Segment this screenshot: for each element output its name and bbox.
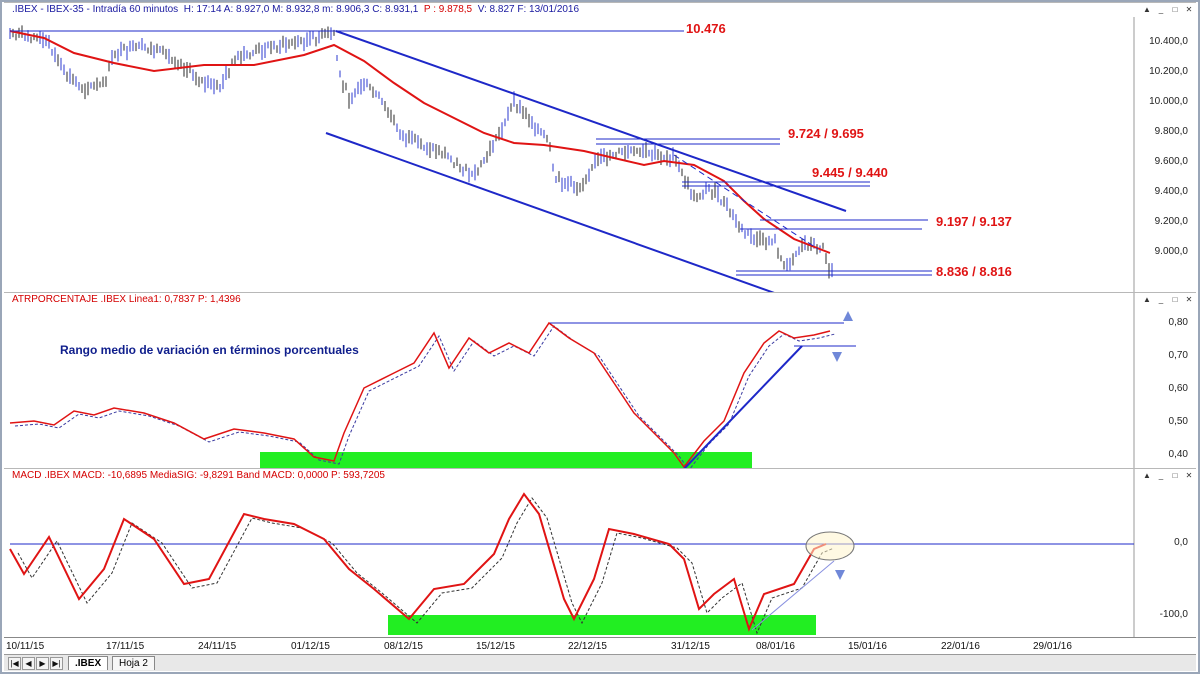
date-tick: 22/12/15 bbox=[568, 641, 607, 652]
price-y-label: 9.000,0 bbox=[1154, 246, 1188, 257]
panel-menu-icon[interactable]: ▲ bbox=[1143, 471, 1151, 480]
macd-low-zone-highlight bbox=[388, 615, 816, 635]
atr-annotation: Rango medio de variación en términos por… bbox=[60, 343, 359, 357]
date-tick: 01/12/15 bbox=[291, 641, 330, 652]
price-y-label: 10.200,0 bbox=[1149, 66, 1188, 77]
atr-panel[interactable]: ATRPORCENTAJE .IBEX Linea1: 0,7837 P: 1,… bbox=[4, 292, 1196, 469]
date-tick: 08/01/16 bbox=[756, 641, 795, 652]
tab-hoja-2[interactable]: Hoja 2 bbox=[112, 656, 155, 670]
panel-close-icon[interactable]: ✕ bbox=[1185, 5, 1193, 14]
price-panel[interactable]: .IBEX - IBEX-35 - Intradía 60 minutos H:… bbox=[4, 2, 1196, 293]
panel-minimize-icon[interactable]: _ bbox=[1158, 5, 1164, 14]
panel-minimize-icon[interactable]: _ bbox=[1158, 295, 1164, 304]
macd-panel-title: MACD .IBEX MACD: -10,6895 MediaSIG: -9,8… bbox=[12, 470, 385, 481]
date-tick: 31/12/15 bbox=[671, 641, 710, 652]
panel-close-icon[interactable]: ✕ bbox=[1185, 295, 1193, 304]
panel-maximize-icon[interactable]: □ bbox=[1172, 295, 1178, 304]
atr-line bbox=[9, 321, 831, 469]
price-panel-title: .IBEX - IBEX-35 - Intradía 60 minutos H:… bbox=[12, 4, 580, 15]
panel-menu-icon[interactable]: ▲ bbox=[1143, 295, 1151, 304]
atr-panel-title: ATRPORCENTAJE .IBEX Linea1: 0,7837 P: 1,… bbox=[12, 294, 241, 305]
date-tick: 17/11/15 bbox=[106, 641, 145, 652]
date-axis: 10/11/15 17/11/15 24/11/15 01/12/15 08/1… bbox=[4, 637, 1196, 654]
atr-y-label: 0,70 bbox=[1168, 350, 1188, 361]
channel-lower-line bbox=[325, 132, 778, 293]
prev-sheet-icon[interactable]: ◀ bbox=[22, 657, 35, 670]
price-plot bbox=[9, 17, 1135, 293]
atr-signal-line bbox=[14, 325, 836, 469]
moving-average-line bbox=[9, 30, 831, 254]
macd-y-label: -100,0 bbox=[1159, 609, 1188, 620]
channel-upper-line bbox=[335, 30, 847, 212]
arrow-down-icon bbox=[835, 570, 845, 580]
panel-minimize-icon[interactable]: _ bbox=[1158, 471, 1164, 480]
date-tick: 08/12/15 bbox=[384, 641, 423, 652]
date-tick: 15/01/16 bbox=[848, 641, 887, 652]
price-y-label: 9.400,0 bbox=[1154, 186, 1188, 197]
tab-ibex[interactable]: .IBEX bbox=[68, 656, 109, 670]
atr-y-label: 0,80 bbox=[1168, 317, 1188, 328]
panel-close-icon[interactable]: ✕ bbox=[1185, 471, 1193, 480]
price-y-label: 10.000,0 bbox=[1149, 96, 1188, 107]
panel-maximize-icon[interactable]: □ bbox=[1172, 5, 1178, 14]
arrow-up-icon bbox=[843, 311, 853, 321]
panel-maximize-icon[interactable]: □ bbox=[1172, 471, 1178, 480]
sheet-tab-bar: |◀ ◀ ▶ ▶| .IBEX Hoja 2 bbox=[4, 654, 1196, 671]
atr-low-zone-highlight bbox=[260, 452, 752, 469]
date-tick: 22/01/16 bbox=[941, 641, 980, 652]
last-sheet-icon[interactable]: ▶| bbox=[50, 657, 63, 670]
price-y-label: 9.200,0 bbox=[1154, 216, 1188, 227]
price-y-label: 9.800,0 bbox=[1154, 126, 1188, 137]
level-label: 9.724 / 9.695 bbox=[788, 126, 864, 141]
atr-y-label: 0,40 bbox=[1168, 449, 1188, 460]
macd-panel[interactable]: MACD .IBEX MACD: -10,6895 MediaSIG: -9,8… bbox=[4, 468, 1196, 638]
macd-line bbox=[9, 492, 827, 632]
price-y-label: 10.400,0 bbox=[1149, 36, 1188, 47]
level-label: 9.445 / 9.440 bbox=[812, 165, 888, 180]
date-tick: 10/11/15 bbox=[6, 641, 45, 652]
price-y-label: 9.600,0 bbox=[1154, 156, 1188, 167]
macd-trend-line bbox=[751, 560, 835, 631]
date-tick: 29/01/16 bbox=[1033, 641, 1072, 652]
level-label: 9.197 / 9.137 bbox=[936, 214, 1012, 229]
next-sheet-icon[interactable]: ▶ bbox=[36, 657, 49, 670]
atr-y-label: 0,60 bbox=[1168, 383, 1188, 394]
level-label: 8.836 / 8.816 bbox=[936, 264, 1012, 279]
atr-trend-line bbox=[683, 345, 803, 469]
panel-menu-icon[interactable]: ▲ bbox=[1143, 5, 1151, 14]
arrow-down-icon bbox=[832, 352, 842, 362]
first-sheet-icon[interactable]: |◀ bbox=[8, 657, 21, 670]
dashed-trend-line bbox=[673, 154, 819, 250]
macd-signal-line bbox=[17, 497, 835, 635]
macd-y-label: 0,0 bbox=[1174, 537, 1188, 548]
date-tick: 24/11/15 bbox=[198, 641, 237, 652]
level-label: 10.476 bbox=[686, 21, 726, 36]
atr-plot bbox=[9, 293, 1135, 469]
date-tick: 15/12/15 bbox=[476, 641, 515, 652]
macd-plot bbox=[9, 469, 1135, 638]
atr-y-label: 0,50 bbox=[1168, 416, 1188, 427]
macd-highlight-ellipse bbox=[805, 531, 855, 561]
